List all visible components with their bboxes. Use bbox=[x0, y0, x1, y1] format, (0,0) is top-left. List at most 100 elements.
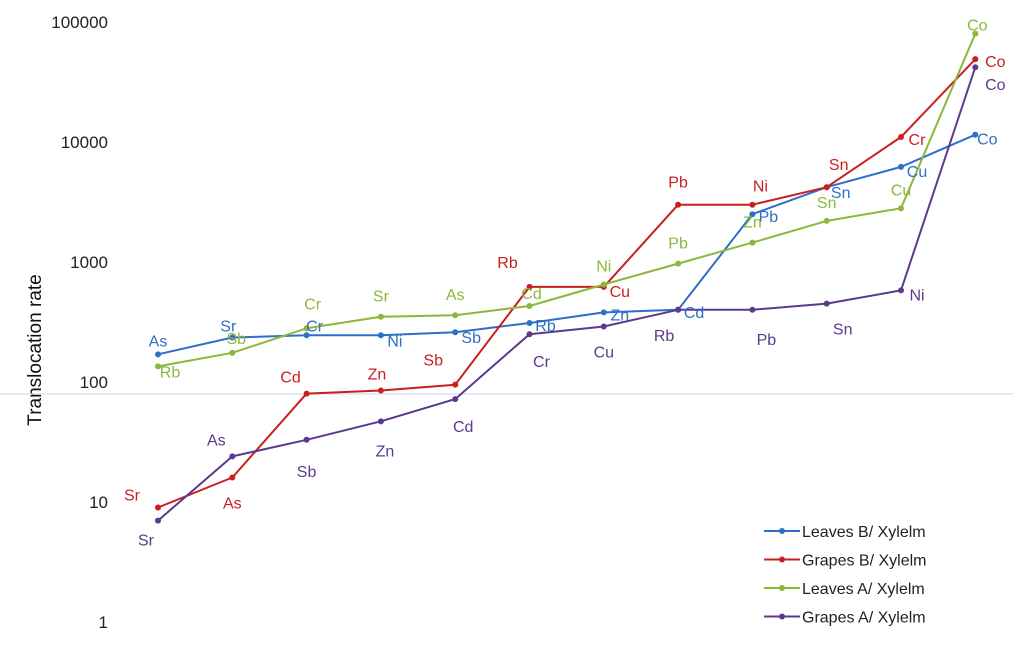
point-label: As bbox=[149, 333, 168, 350]
data-point bbox=[229, 453, 236, 460]
data-point bbox=[452, 312, 459, 319]
data-point bbox=[526, 331, 533, 338]
y-tick-label: 100000 bbox=[51, 13, 108, 32]
point-label: Rb bbox=[497, 255, 518, 272]
y-tick-label: 100 bbox=[80, 373, 108, 392]
data-point bbox=[972, 131, 979, 138]
point-label: As bbox=[446, 287, 465, 304]
data-point bbox=[898, 287, 904, 294]
point-label: Co bbox=[985, 54, 1006, 71]
point-label: Zn bbox=[376, 443, 395, 460]
series-line bbox=[157, 33, 977, 368]
point-label: As bbox=[207, 432, 226, 449]
point-label: Sb bbox=[297, 464, 317, 481]
point-label: Cu bbox=[891, 182, 911, 199]
data-point bbox=[675, 260, 682, 267]
point-label: Rb bbox=[160, 364, 181, 381]
data-point bbox=[823, 217, 830, 224]
data-point bbox=[303, 390, 310, 397]
point-label: Sn bbox=[831, 185, 851, 202]
data-point bbox=[898, 205, 904, 212]
y-tick-label: 10 bbox=[89, 493, 108, 512]
data-point bbox=[155, 504, 161, 511]
data-point bbox=[526, 283, 533, 290]
point-label: As bbox=[223, 496, 242, 513]
legend-label: Leaves A/ Xylelm bbox=[802, 581, 925, 598]
data-point bbox=[972, 56, 979, 63]
data-point bbox=[155, 517, 161, 524]
legend-label: Grapes B/ Xylelm bbox=[802, 553, 926, 570]
point-label: Cr bbox=[533, 354, 551, 371]
data-point bbox=[452, 329, 459, 336]
point-label: Pb bbox=[759, 209, 779, 226]
y-tick-labels: 1 10 100 1000 10000 100000 bbox=[51, 13, 108, 632]
data-point bbox=[600, 309, 607, 316]
legend-marker bbox=[779, 585, 785, 591]
series-2 bbox=[155, 56, 979, 511]
data-point bbox=[749, 211, 756, 218]
legend-marker bbox=[779, 528, 785, 534]
legend-label: Grapes A/ Xylelm bbox=[802, 610, 926, 627]
data-point bbox=[749, 201, 756, 208]
data-point bbox=[452, 396, 459, 403]
point-label: Cd bbox=[280, 370, 300, 387]
point-label: Sn bbox=[829, 157, 849, 174]
data-point bbox=[526, 302, 533, 309]
data-point bbox=[675, 306, 682, 313]
point-label: Ni bbox=[753, 179, 768, 196]
legend-marker bbox=[779, 613, 785, 620]
point-label: Ni bbox=[387, 333, 402, 350]
data-point bbox=[823, 184, 830, 191]
series-line bbox=[157, 133, 976, 356]
point-labels: As Sr Cr Ni Sb Rb Zn Cd Pb Sn Cu Co Sr As Cd Zn Sb Rb Cu Pb… bbox=[124, 18, 1006, 550]
data-point bbox=[526, 320, 533, 327]
y-axis-label: Translocation rate bbox=[25, 274, 46, 425]
point-label: Sb bbox=[461, 330, 481, 347]
data-point bbox=[303, 332, 310, 339]
data-point bbox=[377, 313, 384, 320]
point-label: Sr bbox=[373, 289, 390, 306]
point-label: Co bbox=[977, 132, 998, 149]
y-tick-label: 10000 bbox=[61, 133, 108, 152]
data-point bbox=[675, 201, 682, 208]
point-label: Zn bbox=[610, 307, 629, 324]
point-label: Pb bbox=[757, 332, 777, 349]
legend-marker bbox=[779, 556, 785, 563]
y-tick-label: 1000 bbox=[70, 253, 108, 272]
legend: Leaves B/ Xylelm Grapes B/ Xylelm Leaves A… bbox=[764, 524, 926, 627]
point-label: Ni bbox=[909, 287, 924, 304]
data-point bbox=[229, 334, 236, 341]
data-point bbox=[972, 30, 979, 37]
data-point bbox=[823, 300, 830, 307]
series-layer bbox=[0, 30, 1013, 524]
point-label: Cu bbox=[610, 284, 630, 301]
data-point bbox=[303, 325, 310, 332]
point-label: Ni bbox=[596, 258, 611, 275]
legend-label: Leaves B/ Xylelm bbox=[802, 524, 926, 541]
data-point bbox=[303, 436, 310, 443]
data-point bbox=[229, 349, 236, 356]
data-point bbox=[972, 64, 979, 71]
y-tick-label: 1 bbox=[99, 613, 108, 632]
point-label: Cu bbox=[594, 345, 614, 362]
series-line bbox=[157, 58, 977, 509]
point-label: Sr bbox=[124, 487, 141, 504]
data-point bbox=[452, 381, 459, 388]
point-label: Pb bbox=[668, 236, 688, 253]
point-label: Sb bbox=[227, 331, 247, 348]
data-point bbox=[749, 239, 756, 246]
series-line bbox=[157, 66, 977, 522]
data-point bbox=[377, 418, 384, 425]
series-4 bbox=[155, 64, 979, 524]
point-label: Sr bbox=[138, 533, 155, 550]
point-label: Sr bbox=[220, 318, 237, 335]
point-label: Sn bbox=[817, 195, 837, 212]
data-point bbox=[155, 351, 161, 358]
series-1 bbox=[155, 131, 979, 358]
point-label: Co bbox=[985, 77, 1006, 94]
point-label: Rb bbox=[535, 318, 556, 335]
point-label: Cr bbox=[304, 296, 322, 313]
point-label: Cd bbox=[684, 305, 704, 322]
data-point bbox=[898, 134, 904, 141]
